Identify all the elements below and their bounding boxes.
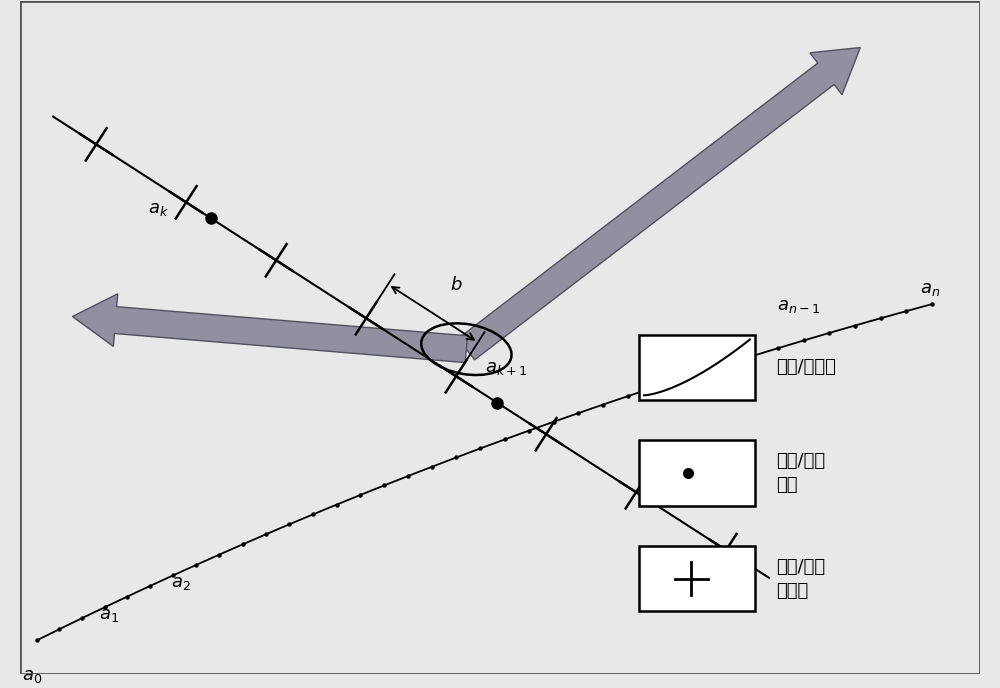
- FancyArrow shape: [72, 294, 467, 363]
- Bar: [639, 546, 755, 612]
- FancyArrow shape: [458, 47, 860, 360]
- Text: $a_n$: $a_n$: [920, 281, 941, 299]
- Bar: [639, 440, 755, 506]
- Text: $a_k$: $a_k$: [148, 200, 168, 218]
- Text: $a_{k+1}$: $a_{k+1}$: [485, 359, 528, 377]
- Text: 断层/裂缝线: 断层/裂缝线: [776, 358, 836, 376]
- Text: $a_1$: $a_1$: [99, 606, 119, 624]
- Text: 断层/裂缝
充填点: 断层/裂缝 充填点: [776, 558, 825, 600]
- Text: $a_0$: $a_0$: [22, 667, 42, 685]
- Text: b: b: [450, 276, 462, 294]
- Text: 断层/裂缝
取点: 断层/裂缝 取点: [776, 452, 825, 494]
- Text: $a_2$: $a_2$: [171, 574, 191, 592]
- Text: $a_{n-1}$: $a_{n-1}$: [777, 297, 821, 315]
- Bar: [639, 335, 755, 400]
